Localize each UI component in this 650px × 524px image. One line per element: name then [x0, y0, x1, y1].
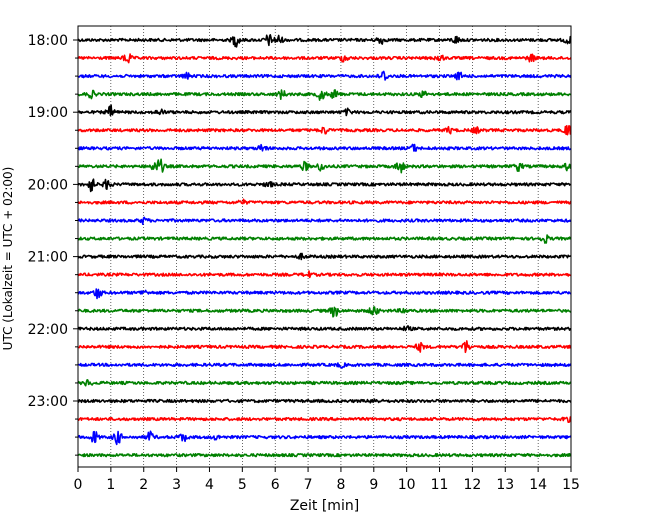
x-tick-label: 14	[529, 477, 547, 493]
trace-2330	[78, 430, 571, 446]
x-tick-label: 3	[172, 477, 181, 493]
y-tick-label: 20:00	[28, 177, 68, 193]
x-axis: 0 1 2 3 4 5 6 7 8 9 10 11 12 13 14 15	[74, 467, 580, 493]
trace-1930	[78, 143, 571, 152]
trace-2045	[78, 234, 571, 244]
trace-2030	[78, 216, 571, 225]
y-tick-label: 22:00	[28, 322, 68, 338]
trace-2345	[78, 453, 571, 458]
y-tick-label: 19:00	[28, 105, 68, 121]
trace-1800	[78, 34, 571, 48]
y-tick-label: 21:00	[28, 250, 68, 266]
trace-1945	[78, 158, 571, 174]
x-tick-label: 13	[496, 477, 514, 493]
x-tick-label: 2	[139, 477, 148, 493]
x-tick-label: 12	[463, 477, 481, 493]
trace-2130	[78, 288, 571, 300]
seismic-traces	[78, 34, 571, 458]
y-tick-label: 18:00	[28, 33, 68, 49]
trace-2300	[78, 398, 571, 404]
x-tick-label: 6	[271, 477, 280, 493]
x-tick-label: 5	[238, 477, 247, 493]
x-tick-label: 7	[304, 477, 313, 493]
trace-1900	[78, 104, 571, 117]
trace-2100	[78, 252, 571, 261]
x-tick-label: 9	[369, 477, 378, 493]
trace-1845	[78, 89, 571, 101]
trace-1915	[78, 125, 571, 136]
plot-frame	[77, 25, 572, 468]
y-tick-label: 23:00	[28, 394, 68, 410]
trace-2015	[78, 198, 571, 205]
trace-2245	[78, 379, 571, 387]
trace-2230	[78, 362, 571, 369]
trace-1815	[78, 53, 571, 64]
x-tick-label: 15	[562, 477, 580, 493]
x-tick-label: 0	[74, 477, 83, 493]
y-axis-title: UTC (Lokalzeit = UTC + 02:00)	[1, 167, 15, 351]
x-axis-title: Zeit [min]	[290, 498, 359, 514]
y-axis: 18:00 19:00 20:00 21:00 22:00 23:00	[28, 33, 78, 456]
trace-2145	[78, 306, 571, 318]
x-tick-label: 4	[205, 477, 214, 493]
x-tick-label: 11	[431, 477, 449, 493]
trace-2215	[78, 340, 571, 354]
trace-1830	[78, 70, 571, 81]
x-tick-label: 10	[398, 477, 416, 493]
trace-2115	[78, 270, 571, 279]
x-tick-label: 1	[106, 477, 115, 493]
trace-2200	[78, 325, 571, 332]
trace-2000	[78, 178, 571, 193]
trace-2315	[78, 416, 571, 423]
x-tick-label: 8	[336, 477, 345, 493]
